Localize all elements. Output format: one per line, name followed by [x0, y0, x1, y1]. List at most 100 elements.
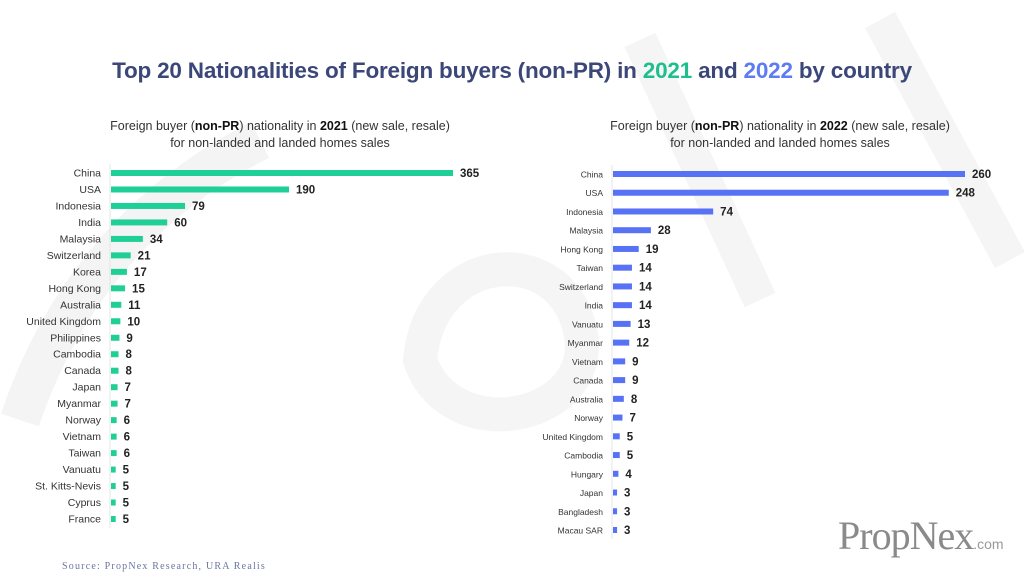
category-label: Bangladesh	[558, 507, 603, 517]
category-label: India	[78, 217, 101, 229]
bar	[613, 527, 618, 533]
data-label: 5	[627, 450, 634, 462]
watermark-shape	[402, 252, 599, 432]
t: non-PR	[194, 119, 240, 133]
bar	[613, 302, 632, 309]
data-label: 6	[124, 448, 130, 460]
category-label: Indonesia	[55, 200, 101, 212]
propnex-logo: PropNex.com	[838, 512, 1004, 559]
title-year-2022: 2022	[743, 58, 793, 83]
category-label: Vanuatu	[63, 464, 101, 476]
bar	[613, 395, 624, 402]
category-label: Japan	[72, 382, 101, 394]
data-label: 12	[636, 338, 649, 350]
data-label: 8	[125, 366, 132, 378]
bar	[111, 499, 116, 506]
data-label: 5	[123, 465, 130, 477]
category-label: Cyprus	[68, 497, 101, 509]
data-label: 5	[123, 498, 130, 510]
bar	[613, 339, 630, 346]
category-label: USA	[586, 188, 604, 198]
data-label: 8	[631, 394, 638, 406]
data-label: 7	[125, 399, 131, 411]
title-text: by country	[792, 58, 912, 83]
category-label: Switzerland	[47, 250, 101, 262]
category-label: Hungary	[571, 469, 604, 479]
data-label: 3	[624, 506, 630, 518]
bar	[613, 320, 631, 327]
bar	[111, 516, 116, 522]
category-label: Taiwan	[68, 448, 101, 460]
category-label: Myanmar	[568, 338, 604, 348]
bar	[613, 470, 619, 477]
data-label: 5	[123, 481, 130, 493]
category-label: Australia	[570, 394, 603, 404]
data-label: 14	[639, 263, 652, 275]
t: for non-landed and landed homes sales	[170, 136, 390, 150]
bar	[613, 171, 965, 177]
bar	[613, 433, 620, 440]
category-label: Canada	[64, 365, 101, 377]
bar	[111, 252, 131, 259]
t: ) nationality in	[739, 119, 820, 133]
t: for non-landed and landed homes sales	[670, 136, 890, 150]
category-label: China	[74, 168, 102, 180]
data-label: 9	[632, 356, 638, 368]
data-label: 4	[625, 469, 632, 481]
bar	[111, 400, 118, 407]
bar	[111, 301, 122, 308]
data-label: 3	[624, 488, 630, 500]
data-label: 11	[128, 300, 141, 312]
bar	[613, 452, 620, 459]
category-label: Switzerland	[559, 282, 603, 292]
category-label: India	[585, 301, 604, 311]
data-label: 60	[174, 217, 187, 229]
bar	[613, 414, 623, 421]
title-text: Top 20 Nationalities of Foreign buyers (…	[112, 58, 643, 83]
category-label: Cambodia	[564, 451, 603, 461]
category-label: Vanuatu	[572, 319, 603, 329]
data-label: 6	[124, 432, 130, 444]
category-label: Norway	[574, 413, 604, 423]
bar	[111, 235, 143, 242]
data-label: 9	[632, 375, 638, 387]
data-label: 15	[132, 283, 145, 295]
category-label: Hong Kong	[48, 283, 101, 295]
bar	[613, 227, 651, 234]
data-label: 14	[639, 300, 652, 312]
bar	[111, 450, 117, 457]
bar	[111, 483, 116, 490]
bar	[111, 367, 119, 374]
data-label: 3	[624, 525, 630, 537]
data-label: 260	[972, 169, 991, 181]
data-label: 79	[192, 201, 205, 213]
category-label: Malaysia	[60, 233, 102, 245]
bar	[111, 186, 290, 193]
bar	[111, 433, 117, 440]
category-label: Vietnam	[63, 431, 102, 443]
t: ) nationality in	[239, 119, 320, 133]
t: (new sale, resale)	[347, 119, 450, 133]
category-label: United Kingdom	[26, 316, 101, 328]
category-label: Philippines	[50, 332, 101, 344]
data-label: 74	[720, 206, 733, 218]
category-label: Norway	[65, 415, 101, 427]
watermark-shape	[624, 11, 1024, 308]
chart-2022-title: Foreign buyer (non-PR) nationality in 20…	[540, 118, 1020, 152]
category-label: Taiwan	[577, 263, 604, 273]
data-label: 7	[125, 382, 131, 394]
t: 2021	[319, 119, 348, 133]
bar	[111, 285, 126, 292]
bar	[111, 466, 116, 473]
category-label: United Kingdom	[543, 432, 603, 442]
bar	[613, 283, 632, 290]
category-label: China	[581, 170, 603, 180]
data-label: 28	[658, 225, 671, 237]
category-label: Malaysia	[569, 226, 603, 236]
bar	[111, 318, 121, 325]
category-label: Korea	[73, 266, 101, 278]
bar	[111, 202, 186, 209]
category-label: Hong Kong	[560, 244, 603, 254]
source-note: Source: PropNex Research, URA Realis	[62, 561, 267, 572]
